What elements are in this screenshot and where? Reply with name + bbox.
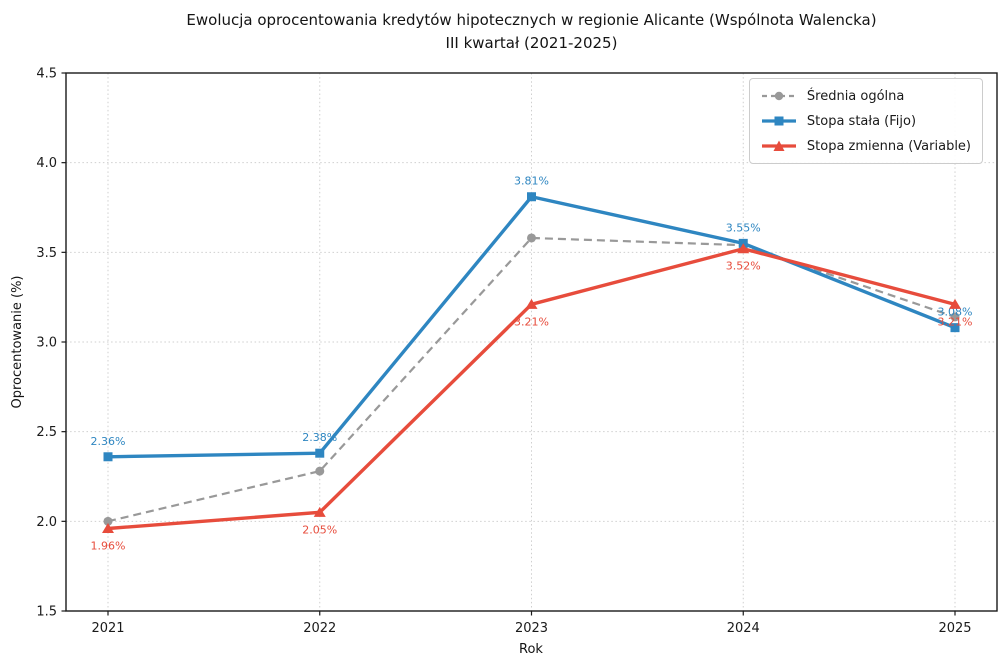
legend-item-srednia: Średnia ogólna [761,86,971,106]
circle-marker [527,233,536,243]
legend-label-srednia: Średnia ogólna [806,88,905,104]
data-point-label: 2.38% [302,431,337,444]
x-axis-label: Rok [519,642,543,657]
square-marker [103,452,113,462]
data-point-label: 3.55% [726,221,761,234]
data-point-label: 3.52% [726,260,761,273]
square-marker [527,192,536,202]
square-marker [315,448,325,458]
x-tick-label: 2024 [727,621,760,636]
y-tick-label: 2.0 [36,515,57,530]
triangle-marker [737,243,750,254]
y-axis-label: Oprocentowanie (%) [10,275,25,408]
dashed-line-circle-marker-icon [761,91,796,101]
chart-title-line2: III kwartał (2021-2025) [445,34,618,52]
plot-area: 2.36% 2.38% 3.81% 3.55% 3.08% 1.96% 2.05% 3.21%… [36,67,998,636]
legend: Średnia ogólna Stopa stała (Fijo) Stopa … [748,78,983,164]
x-tick-label: 2025 [938,621,971,636]
data-point-label: 3.81% [514,175,549,188]
legend-label-variable: Stopa zmienna (Variable) [806,138,971,154]
y-tick-label: 4.5 [36,67,57,82]
solid-line-square-marker-icon [761,116,796,126]
square-marker [950,323,960,333]
triangle-marker [525,298,538,309]
data-point-label: 3.21% [938,315,973,328]
legend-item-fijo: Stopa stała (Fijo) [761,111,971,131]
y-tick-label: 3.0 [36,336,57,351]
data-point-label: 1.96% [91,540,126,553]
chart-title: Ewolucja oprocentowania kredytów hipotec… [66,9,997,55]
triangle-marker [313,506,326,517]
triangle-marker [102,523,114,534]
circle-marker [950,312,960,322]
series-line [107,236,956,523]
triangle-marker [949,298,961,309]
y-tick-label: 1.5 [36,605,57,620]
x-tick-label: 2021 [91,621,124,636]
circle-marker [103,516,113,526]
y-tick-label: 3.5 [36,246,57,261]
legend-item-variable: Stopa zmienna (Variable) [761,136,971,156]
x-tick-label: 2023 [515,621,548,636]
data-point-label: 2.36% [91,435,126,448]
data-point-label: 3.08% [938,306,973,319]
data-point-label: 3.21% [514,315,549,328]
solid-line-triangle-marker-icon [761,140,796,151]
data-point-label: 2.05% [302,523,337,536]
series-2: 1.96% 2.05% 3.21% 3.52% 3.21% [91,243,973,553]
circle-marker [315,466,325,476]
y-axis-ticks: 1.5 2.0 2.5 3.0 3.5 4.0 4.5 [36,67,66,620]
y-tick-label: 4.0 [36,156,57,171]
x-axis-ticks: 2021 2022 2023 2024 2025 [91,611,972,636]
chart-title-line1: Ewolucja oprocentowania kredytów hipotec… [186,11,877,29]
legend-label-fijo: Stopa stała (Fijo) [806,113,917,129]
x-tick-label: 2022 [303,621,336,636]
y-tick-label: 2.5 [36,425,57,440]
